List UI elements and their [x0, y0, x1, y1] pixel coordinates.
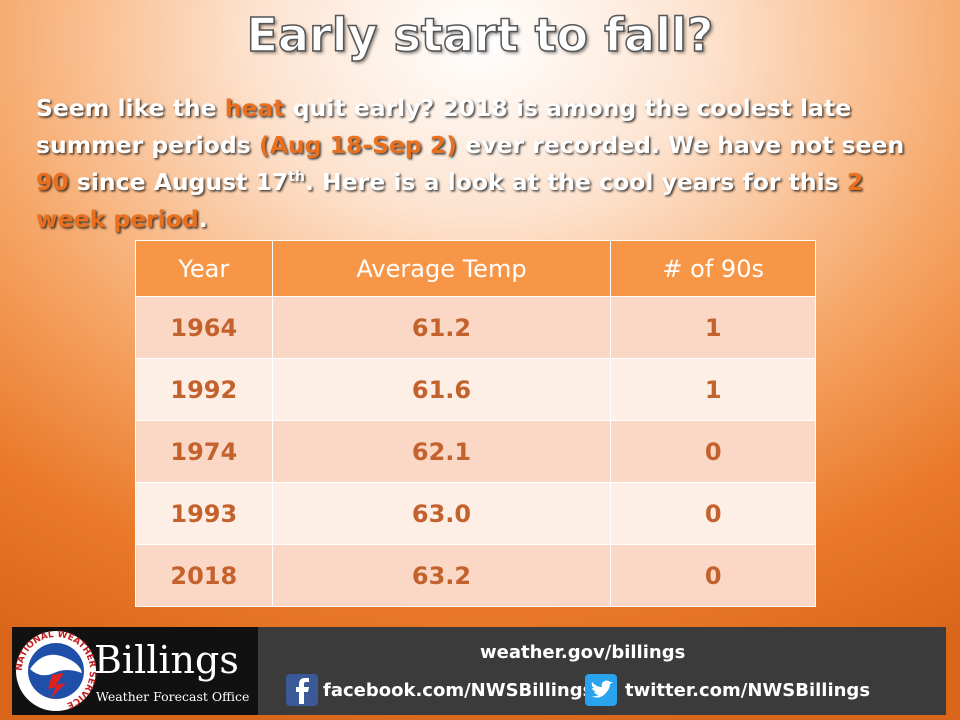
intro-segment: ever recorded. We have not seen [457, 131, 905, 159]
intro-segment: Seem like the [36, 94, 225, 122]
table-cell: 62.1 [271, 420, 612, 483]
intro-segment: . [198, 205, 208, 233]
table-cell: 1 [610, 358, 816, 421]
table-cell: 1993 [135, 482, 273, 545]
table-cell: 61.2 [271, 296, 612, 359]
intro-segment: 2 week period [36, 168, 864, 233]
facebook-glyph [296, 678, 309, 704]
table-cell: 63.2 [271, 544, 612, 607]
twitter-link[interactable]: twitter.com/NWSBillings [625, 680, 871, 701]
table-cell: 1974 [135, 420, 273, 483]
intro-text: Seem like the heat quit early? 2018 is a… [36, 90, 936, 238]
table-cell: 0 [610, 544, 816, 607]
office-name: Billings [94, 638, 239, 682]
intro-segment: quit early? 2018 is among the coolest la… [36, 94, 852, 159]
header-cell: # of 90s [610, 240, 816, 297]
intro-segment: 90 [36, 168, 69, 196]
header-row: Year Average Temp # of 90s [135, 240, 816, 297]
twitter-icon [585, 674, 617, 706]
title: Early start to fall? [246, 7, 714, 63]
table-row: 1964 61.2 1 [135, 296, 816, 359]
table-row: 2018 63.2 0 [135, 544, 816, 607]
intro-segment: since August 17 [68, 168, 289, 196]
header-cell: Average Temp [271, 240, 612, 297]
nws-logo: NATIONAL WEATHER SERVICE [15, 630, 97, 711]
facebook-icon [286, 674, 318, 706]
table-cell: 63.0 [271, 482, 612, 545]
table-row: 1974 62.1 0 [135, 420, 816, 483]
intro-segment: (Aug 18-Sep 2) [258, 131, 458, 159]
intro-segment: heat [224, 94, 285, 122]
table-row: 1992 61.6 1 [135, 358, 816, 421]
website-link[interactable]: weather.gov/billings [480, 642, 686, 663]
table-cell: 1 [610, 296, 816, 359]
intro-segment: . Here is a look at the cool years for t… [304, 168, 847, 196]
table-body: 1964 61.2 1 1992 61.6 1 1974 62.1 0 1993 63.0 0 2018… [135, 296, 816, 607]
table-cell: 0 [610, 420, 816, 483]
table-cell: 2018 [135, 544, 273, 607]
table-cell: 1992 [135, 358, 273, 421]
logo-cloud [30, 654, 82, 676]
intro-segment: th [288, 169, 305, 186]
header-cell: Year [135, 240, 273, 297]
table-cell: 0 [610, 482, 816, 545]
facebook-link[interactable]: facebook.com/NWSBillings [323, 680, 594, 701]
data-table: Year Average Temp # of 90s 1964 61.2 1 1992 61… [135, 240, 816, 607]
table-cell: 61.6 [271, 358, 612, 421]
twitter-glyph [591, 680, 613, 698]
table-row: 1993 63.0 0 [135, 482, 816, 545]
office-subtitle: Weather Forecast Office [96, 689, 250, 704]
table-cell: 1964 [135, 296, 273, 359]
logo-bolt [48, 673, 66, 699]
